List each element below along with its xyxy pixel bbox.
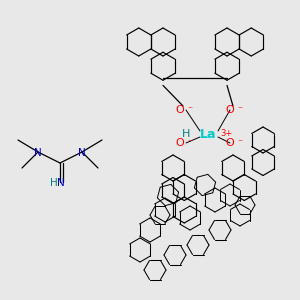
Text: 3+: 3+ (220, 130, 232, 139)
Text: H: H (182, 129, 190, 139)
Text: O: O (226, 105, 234, 115)
Text: N: N (57, 178, 65, 188)
Text: O: O (226, 138, 234, 148)
Text: H: H (50, 178, 58, 188)
Text: La: La (200, 128, 216, 140)
Text: ⁻: ⁻ (237, 138, 243, 148)
Text: N: N (78, 148, 86, 158)
Text: ⁻: ⁻ (188, 138, 193, 148)
Text: ⁻: ⁻ (188, 105, 193, 115)
Text: O: O (176, 105, 184, 115)
Text: N: N (34, 148, 42, 158)
Text: ⁻: ⁻ (237, 105, 243, 115)
Text: O: O (176, 138, 184, 148)
